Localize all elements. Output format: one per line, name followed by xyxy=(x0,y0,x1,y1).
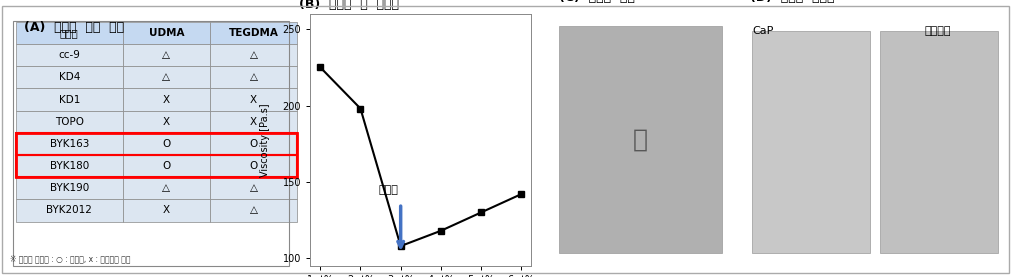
FancyBboxPatch shape xyxy=(122,199,210,222)
FancyBboxPatch shape xyxy=(122,133,210,155)
FancyBboxPatch shape xyxy=(210,44,297,66)
Text: X: X xyxy=(163,117,170,127)
FancyBboxPatch shape xyxy=(16,177,122,199)
FancyBboxPatch shape xyxy=(122,177,210,199)
Text: TOPO: TOPO xyxy=(55,117,84,127)
Text: △: △ xyxy=(250,183,258,193)
Text: O: O xyxy=(250,161,258,171)
Text: TEGDMA: TEGDMA xyxy=(228,28,278,38)
FancyBboxPatch shape xyxy=(122,44,210,66)
FancyBboxPatch shape xyxy=(16,199,122,222)
Text: X: X xyxy=(250,94,257,104)
Text: △: △ xyxy=(250,50,258,60)
FancyBboxPatch shape xyxy=(210,88,297,111)
Text: O: O xyxy=(250,139,258,149)
FancyBboxPatch shape xyxy=(122,66,210,88)
Text: BYK2012: BYK2012 xyxy=(47,206,92,216)
Text: (B)  분산제  양  최적화: (B) 분산제 양 최적화 xyxy=(299,0,399,11)
Text: X: X xyxy=(250,117,257,127)
Text: 📷: 📷 xyxy=(633,128,648,152)
FancyBboxPatch shape xyxy=(122,22,210,44)
Text: △: △ xyxy=(163,72,170,82)
Text: BYK180: BYK180 xyxy=(50,161,89,171)
Text: △: △ xyxy=(250,72,258,82)
Text: (A)  분산제  종류  탐색: (A) 분산제 종류 탐색 xyxy=(24,21,124,34)
FancyBboxPatch shape xyxy=(210,155,297,177)
Text: KD4: KD4 xyxy=(59,72,80,82)
Text: (D)  세라믹  슬러리: (D) 세라믹 슬러리 xyxy=(749,0,834,4)
Text: 분산제: 분산제 xyxy=(60,28,79,38)
Text: CaP: CaP xyxy=(752,27,773,37)
FancyBboxPatch shape xyxy=(16,88,122,111)
Y-axis label: Viscosity [Pa.s]: Viscosity [Pa.s] xyxy=(261,103,270,177)
FancyBboxPatch shape xyxy=(210,111,297,133)
FancyBboxPatch shape xyxy=(122,88,210,111)
FancyBboxPatch shape xyxy=(16,155,122,177)
FancyBboxPatch shape xyxy=(210,22,297,44)
Text: X: X xyxy=(163,206,170,216)
FancyBboxPatch shape xyxy=(210,177,297,199)
FancyBboxPatch shape xyxy=(210,133,297,155)
FancyBboxPatch shape xyxy=(559,26,722,253)
Text: △: △ xyxy=(163,183,170,193)
Text: BYK190: BYK190 xyxy=(50,183,89,193)
FancyBboxPatch shape xyxy=(16,133,122,155)
Text: O: O xyxy=(162,161,171,171)
Text: △: △ xyxy=(250,206,258,216)
FancyBboxPatch shape xyxy=(16,22,122,44)
FancyBboxPatch shape xyxy=(122,111,210,133)
FancyBboxPatch shape xyxy=(122,155,210,177)
FancyBboxPatch shape xyxy=(16,44,122,66)
Text: X: X xyxy=(163,94,170,104)
Text: cc-9: cc-9 xyxy=(59,50,80,60)
Text: O: O xyxy=(162,139,171,149)
FancyBboxPatch shape xyxy=(16,111,122,133)
FancyBboxPatch shape xyxy=(210,66,297,88)
Text: ※ 용해도 테스트 : ○ : 용해됨, x : 용해되지 않음: ※ 용해도 테스트 : ○ : 용해됨, x : 용해되지 않음 xyxy=(10,254,130,263)
Text: KD1: KD1 xyxy=(59,94,80,104)
Text: 최적화: 최적화 xyxy=(378,184,398,194)
FancyBboxPatch shape xyxy=(210,199,297,222)
Text: BYK163: BYK163 xyxy=(50,139,89,149)
Text: △: △ xyxy=(163,50,170,60)
FancyBboxPatch shape xyxy=(752,32,870,253)
Text: 알루미나: 알루미나 xyxy=(925,27,951,37)
FancyBboxPatch shape xyxy=(881,32,999,253)
FancyBboxPatch shape xyxy=(16,66,122,88)
Text: (C)  복합화  공정: (C) 복합화 공정 xyxy=(559,0,635,4)
Text: UDMA: UDMA xyxy=(149,28,184,38)
